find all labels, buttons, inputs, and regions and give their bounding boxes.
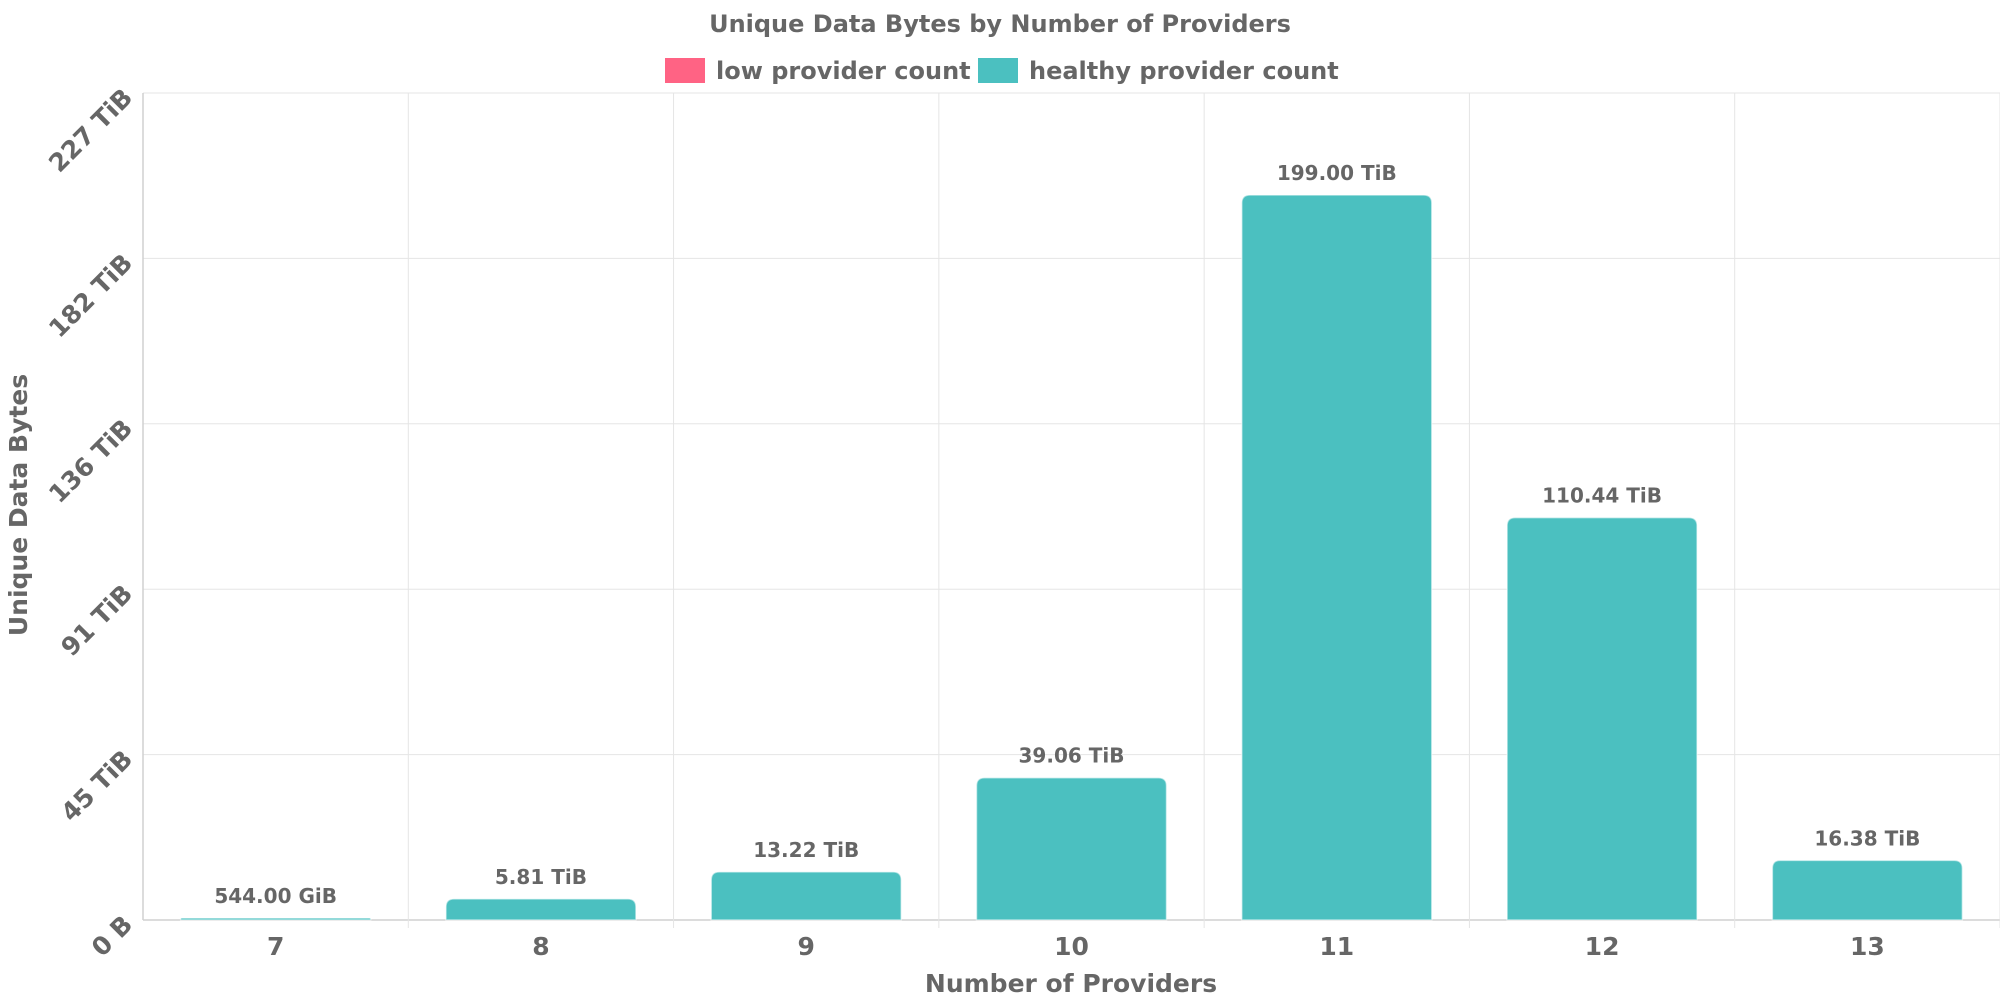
bar-10[interactable] [975, 776, 1168, 921]
legend-label: low provider count [716, 57, 971, 85]
x-tick-label: 10 [1054, 932, 1089, 961]
bar-8[interactable] [445, 898, 637, 921]
x-tick-label: 12 [1585, 932, 1620, 961]
data-label-13: 16.38 TiB [1814, 826, 1920, 850]
legend: low provider count healthy provider count [665, 57, 1339, 85]
y-tick-label: 182 TiB [43, 248, 138, 343]
y-axis-title: Unique Data Bytes [4, 374, 33, 636]
y-tick-label: 45 TiB [55, 744, 138, 827]
legend-item[interactable]: healthy provider count [978, 57, 1339, 85]
legend-swatch [978, 58, 1018, 83]
chart-title: Unique Data Bytes by Number of Providers [709, 10, 1291, 38]
data-label-8: 5.81 TiB [495, 865, 587, 889]
y-tick-label: 91 TiB [55, 579, 138, 662]
legend-swatch [665, 58, 705, 83]
grid [142, 92, 2000, 928]
x-tick-label: 11 [1319, 932, 1354, 961]
x-axis-title: Number of Providers [925, 969, 1217, 998]
y-tick-label: 227 TiB [43, 83, 138, 178]
y-tick-label: 136 TiB [43, 414, 138, 509]
data-label-11: 199.00 TiB [1277, 161, 1397, 185]
bar-12[interactable] [1506, 516, 1698, 921]
data-label-9: 13.22 TiB [753, 838, 859, 862]
legend-label: healthy provider count [1029, 57, 1339, 85]
x-tick-label: 9 [798, 932, 815, 961]
data-label-12: 110.44 TiB [1542, 484, 1662, 508]
x-axis-ticks: 7 8 9 10 11 12 13 [267, 932, 1885, 961]
bar-11[interactable] [1241, 194, 1433, 921]
x-tick-label: 13 [1850, 932, 1885, 961]
y-tick-label: 0 B [86, 910, 138, 962]
x-tick-label: 8 [532, 932, 549, 961]
y-axis-ticks: 0 B 45 TiB 91 TiB 136 TiB 182 TiB 227 TiB [43, 83, 138, 962]
data-label-10: 39.06 TiB [1019, 744, 1125, 768]
data-labels: 544.00 GiB 5.81 TiB 13.22 TiB 39.06 TiB 199.… [214, 161, 1920, 908]
bar-9[interactable] [710, 871, 902, 921]
bar-13[interactable] [1771, 859, 1964, 921]
bar-7[interactable] [179, 917, 372, 921]
x-tick-label: 7 [267, 932, 284, 961]
data-label-7: 544.00 GiB [214, 884, 337, 908]
bars [179, 194, 1964, 921]
legend-item[interactable]: low provider count [665, 57, 971, 85]
